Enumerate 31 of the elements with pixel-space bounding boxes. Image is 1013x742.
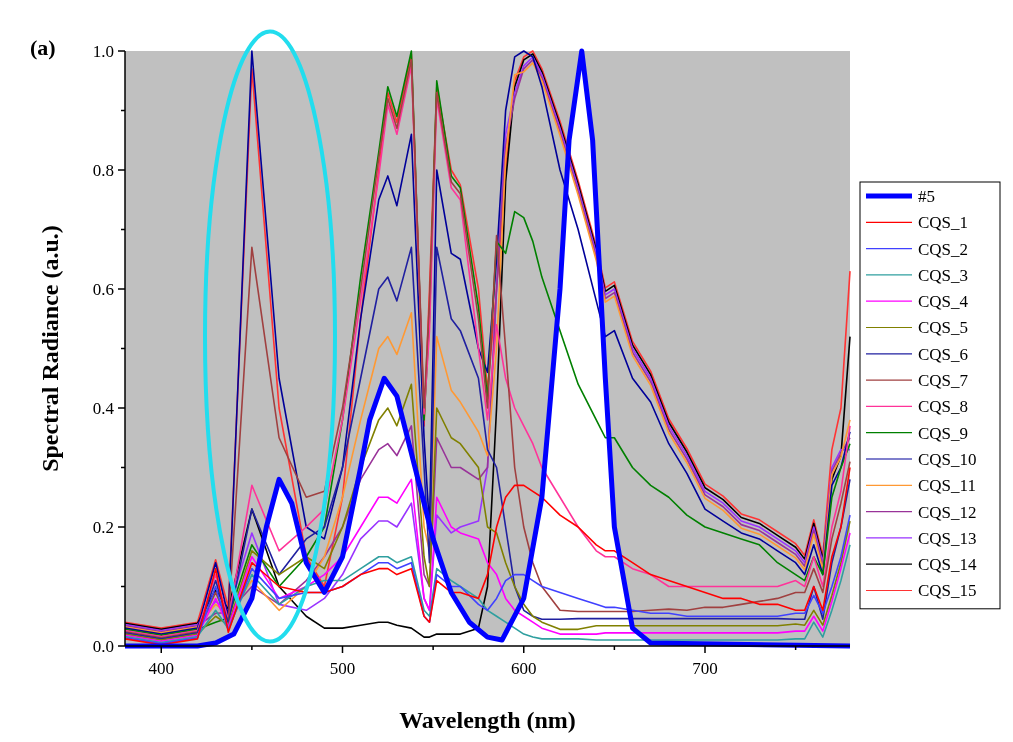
legend-label: CQS_9 xyxy=(918,423,969,443)
legend-label: CQS_10 xyxy=(918,449,977,469)
line-series xyxy=(125,383,851,641)
legend-label: CQS_11 xyxy=(918,476,976,496)
y-tick-label: 0.8 xyxy=(92,160,114,180)
text: (a) xyxy=(30,35,56,60)
x-tick-label: 600 xyxy=(511,659,537,678)
x-tick-label: 500 xyxy=(329,659,356,678)
legend-label: CQS_5 xyxy=(918,318,969,338)
legend-label: #5 xyxy=(918,186,935,206)
y-tick-label: 0.2 xyxy=(92,517,114,537)
legend-label: CQS_4 xyxy=(918,292,969,312)
legend-label: CQS_7 xyxy=(918,371,969,391)
y-tick-label: 0.6 xyxy=(92,279,114,299)
y-tick-label: 1.0 xyxy=(92,41,114,61)
line-series xyxy=(125,246,851,640)
y-tick-label: 0.4 xyxy=(92,398,115,418)
y-axis-title: Spectral Radiance (a.u.) xyxy=(37,225,63,472)
legend-label: CQS_3 xyxy=(918,265,969,285)
x-tick-label: 700 xyxy=(692,659,718,678)
x-axis-title: Wavelength (nm) xyxy=(399,707,576,733)
legend-label: CQS_13 xyxy=(918,528,977,548)
y-tick-label: 0.0 xyxy=(92,636,114,656)
x-tick-label: 400 xyxy=(148,659,174,678)
legend-label: CQS_15 xyxy=(918,581,977,601)
legend-label: CQS_1 xyxy=(918,213,969,233)
legend-label: CQS_2 xyxy=(918,239,969,259)
legend-label: CQS_6 xyxy=(918,344,969,364)
legend-label: CQS_8 xyxy=(918,397,969,417)
legend-label: CQS_12 xyxy=(918,502,977,522)
legend-label: CQS_14 xyxy=(918,555,978,575)
